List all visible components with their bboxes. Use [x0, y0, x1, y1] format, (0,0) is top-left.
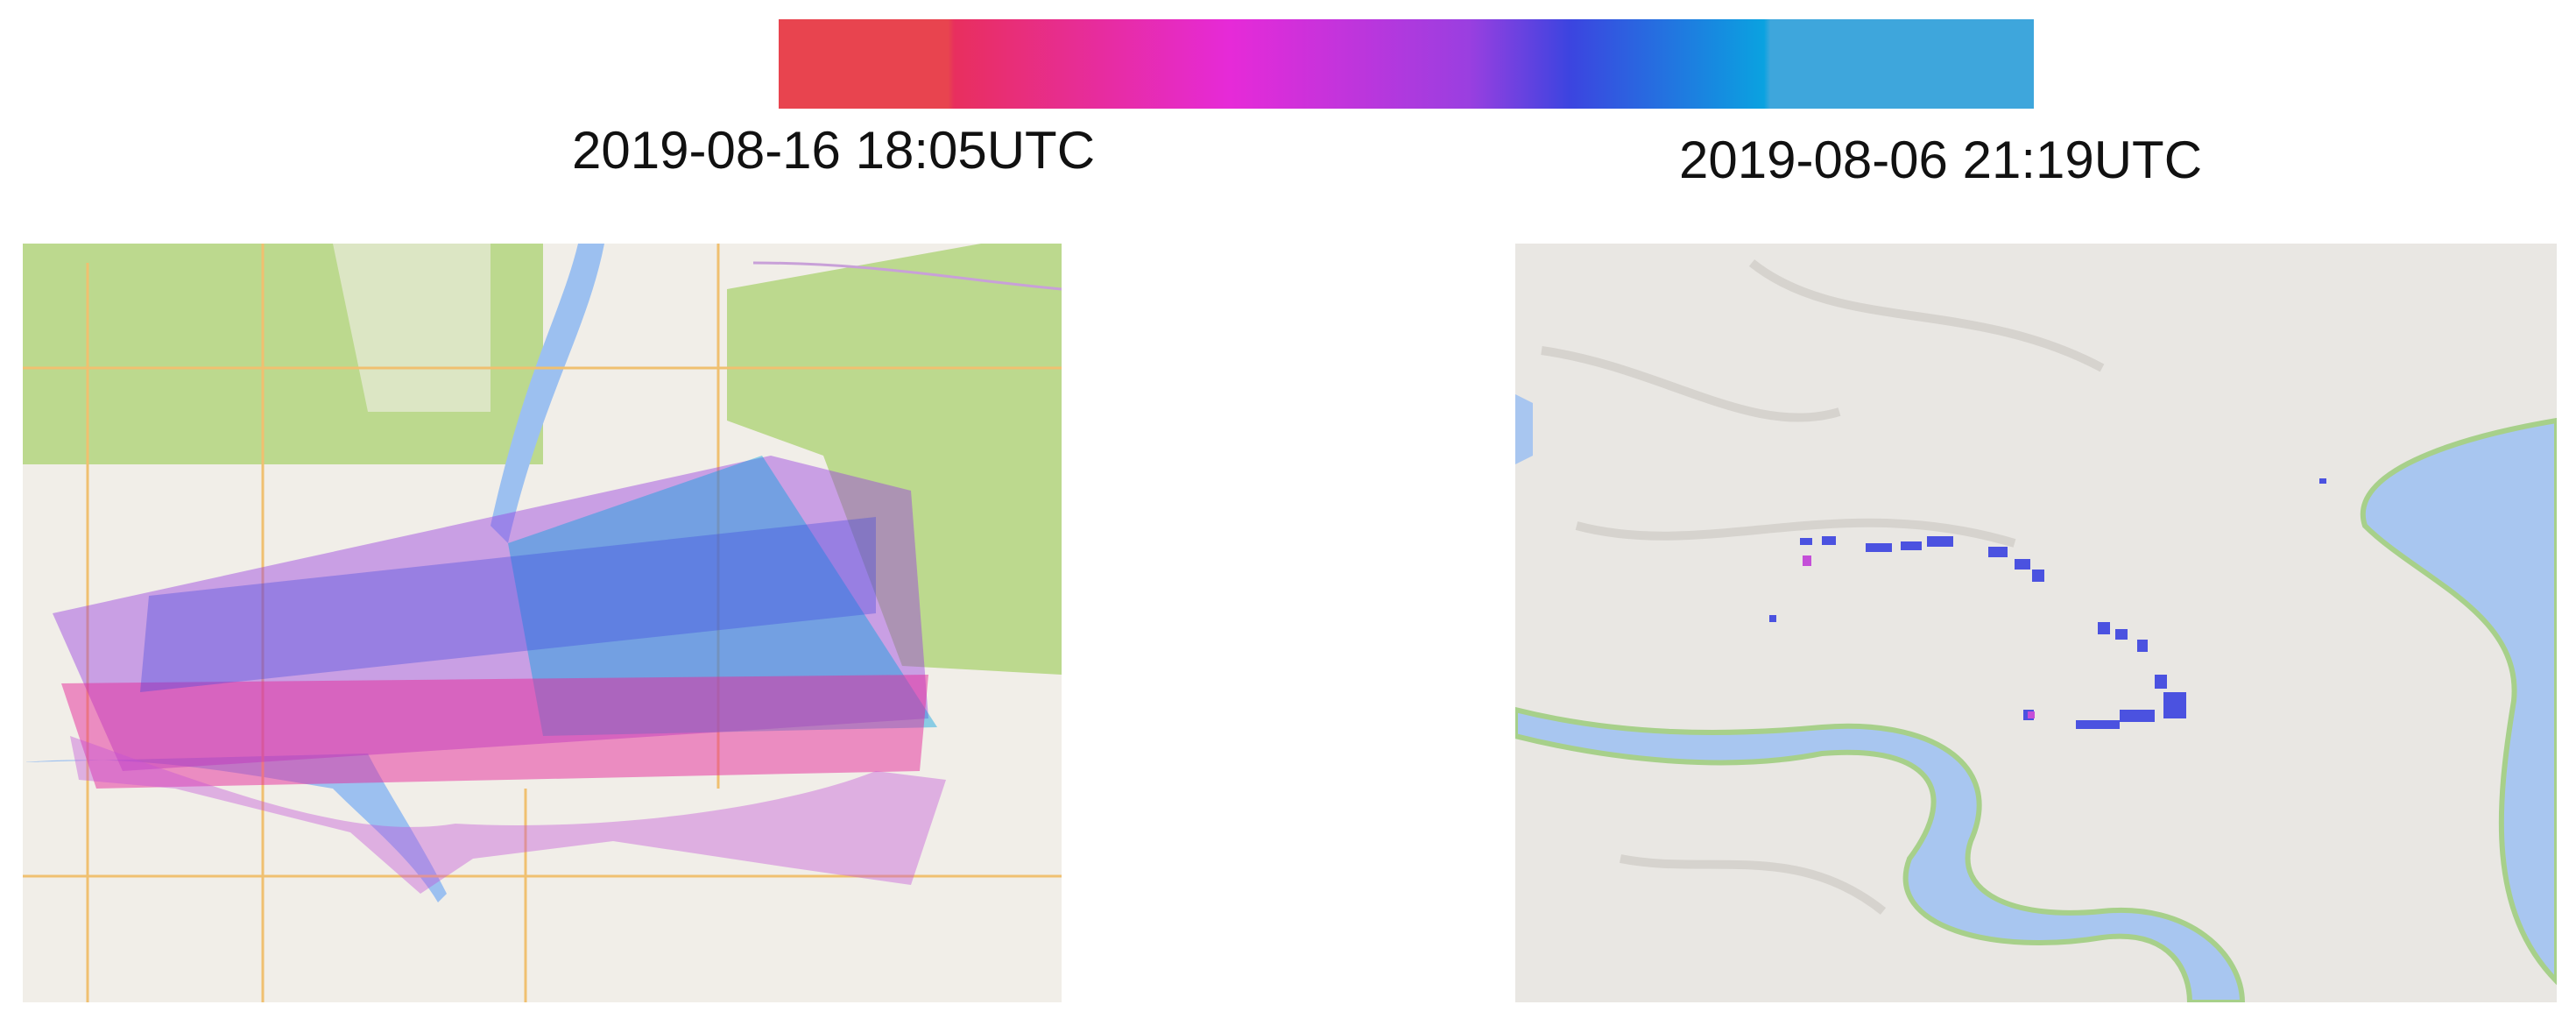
right-map [1515, 244, 2557, 1002]
colorbar [779, 19, 2034, 109]
left-map [23, 244, 1062, 1002]
colorbar-left-label: 2019-08-16 18:05UTC [572, 121, 1096, 180]
colorbar-right-label: 2019-08-06 21:19UTC [1679, 131, 2203, 189]
